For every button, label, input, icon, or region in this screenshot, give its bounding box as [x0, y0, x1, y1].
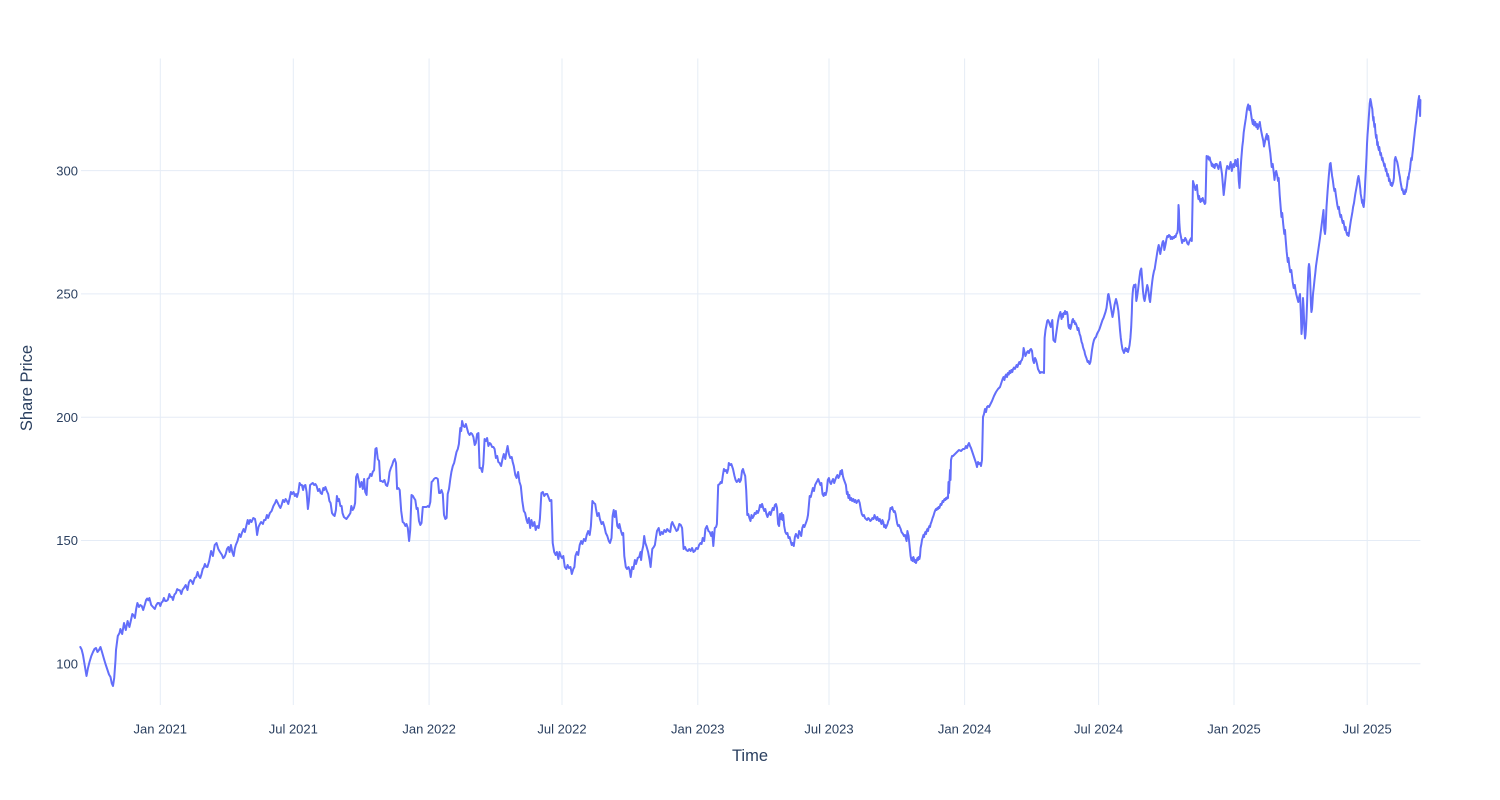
svg-text:Jan 2022: Jan 2022	[402, 722, 456, 737]
svg-text:Time: Time	[732, 747, 768, 765]
svg-text:150: 150	[56, 533, 78, 548]
svg-text:300: 300	[56, 163, 78, 178]
svg-text:100: 100	[56, 657, 78, 672]
svg-text:250: 250	[56, 287, 78, 302]
svg-text:Jul 2021: Jul 2021	[269, 722, 318, 737]
svg-text:Jul 2024: Jul 2024	[1074, 722, 1123, 737]
svg-text:Share Price: Share Price	[18, 345, 36, 431]
svg-text:Jan 2021: Jan 2021	[134, 722, 188, 737]
svg-text:Jan 2024: Jan 2024	[938, 722, 992, 737]
svg-text:Jan 2023: Jan 2023	[671, 722, 725, 737]
svg-text:Jul 2025: Jul 2025	[1343, 722, 1392, 737]
svg-text:Jul 2022: Jul 2022	[537, 722, 586, 737]
svg-text:Jan 2025: Jan 2025	[1207, 722, 1261, 737]
svg-text:Jul 2023: Jul 2023	[804, 722, 853, 737]
svg-text:200: 200	[56, 410, 78, 425]
